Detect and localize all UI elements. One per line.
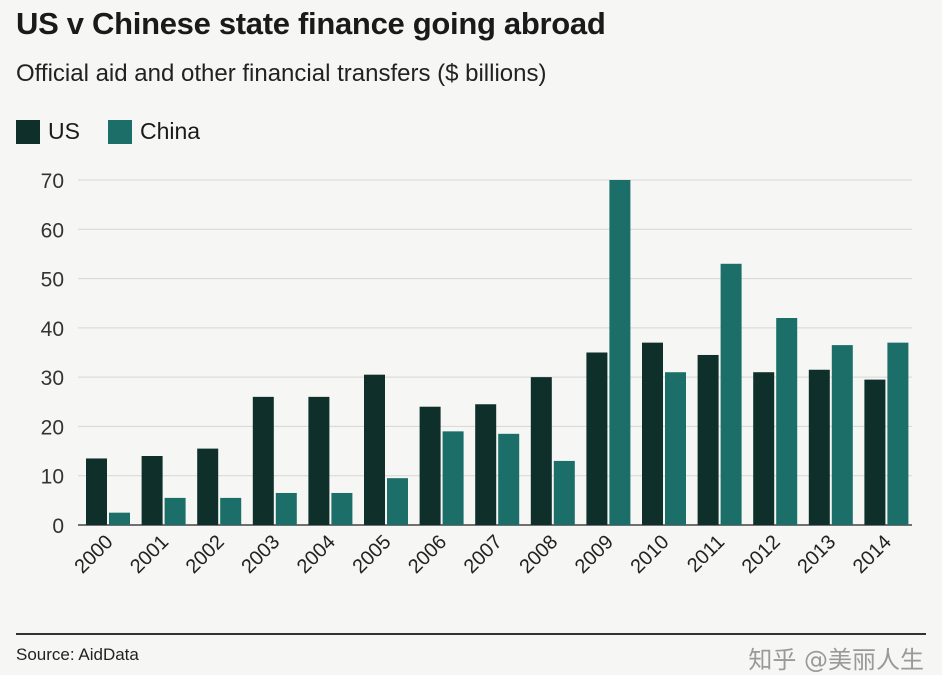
- bar-us-2013: [808, 369, 830, 525]
- y-tick-label: 20: [41, 416, 64, 439]
- footer-rule: [16, 633, 926, 635]
- bar-us-2002: [197, 448, 219, 525]
- x-tick-label: 2004: [293, 531, 340, 578]
- source-note: Source: AidData: [16, 645, 139, 664]
- bar-us-2014: [864, 379, 886, 525]
- bar-us-2000: [86, 458, 107, 525]
- x-tick-label: 2008: [515, 531, 562, 578]
- bar-us-2003: [252, 396, 274, 525]
- x-tick-label: 2014: [849, 531, 896, 578]
- legend-swatch-us: [16, 119, 40, 144]
- bar-china-2010: [665, 372, 686, 525]
- bar-us-2004: [308, 396, 330, 525]
- bar-china-2014: [887, 342, 909, 525]
- x-tick-label: 2005: [349, 531, 396, 578]
- legend-label-us: US: [48, 118, 80, 144]
- bar-china-2011: [720, 263, 742, 525]
- bar-china-2007: [498, 433, 520, 525]
- y-tick-label: 30: [41, 367, 64, 390]
- y-tick-label: 60: [41, 219, 64, 242]
- x-tick-label: 2000: [71, 531, 118, 578]
- legend-label-china: China: [139, 118, 201, 144]
- bar-china-2001: [164, 497, 186, 525]
- bar-us-2005: [364, 374, 385, 525]
- bar-us-2001: [141, 456, 163, 525]
- bar-us-2010: [642, 342, 663, 525]
- bar-us-2012: [753, 372, 775, 525]
- legend-item-china: China: [107, 118, 201, 145]
- bar-us-2008: [530, 377, 552, 525]
- bar-china-2000: [109, 512, 130, 525]
- x-tick-label: 2006: [404, 531, 451, 578]
- x-tick-label: 2001: [126, 531, 173, 578]
- x-tick-label: 2003: [237, 531, 284, 578]
- bar-china-2003: [275, 492, 297, 525]
- x-tick-label: 2010: [627, 531, 674, 578]
- bar-china-2004: [331, 492, 353, 525]
- legend-item-us: US: [16, 118, 80, 145]
- y-tick-label: 50: [41, 269, 64, 292]
- y-tick-label: 70: [41, 170, 64, 193]
- bar-us-2007: [475, 404, 497, 525]
- chart-title: US v Chinese state finance going abroad: [16, 6, 606, 41]
- x-tick-label: 2012: [738, 531, 785, 578]
- bar-us-2009: [586, 352, 608, 525]
- chart-legend: US China: [16, 118, 218, 145]
- chart-subtitle: Official aid and other financial transfe…: [16, 60, 547, 87]
- x-tick-label: 2011: [683, 531, 729, 577]
- bar-china-2012: [776, 318, 798, 525]
- x-tick-label: 2009: [571, 531, 618, 578]
- y-tick-label: 40: [41, 318, 64, 341]
- watermark: 知乎 @美丽人生: [748, 646, 924, 674]
- y-tick-label: 10: [41, 466, 64, 489]
- bar-china-2005: [387, 478, 408, 525]
- bar-china-2009: [609, 180, 631, 525]
- bar-china-2002: [220, 497, 242, 525]
- x-tick-label: 2002: [182, 531, 229, 578]
- x-tick-label: 2013: [793, 531, 840, 578]
- bar-us-2006: [419, 406, 441, 525]
- bar-us-2011: [697, 354, 719, 525]
- bar-china-2013: [831, 345, 853, 525]
- y-tick-label: 0: [52, 515, 64, 538]
- bar-china-2008: [553, 460, 575, 525]
- legend-swatch-china: [107, 119, 132, 144]
- bar-china-2006: [442, 431, 464, 525]
- x-tick-label: 2007: [460, 531, 507, 578]
